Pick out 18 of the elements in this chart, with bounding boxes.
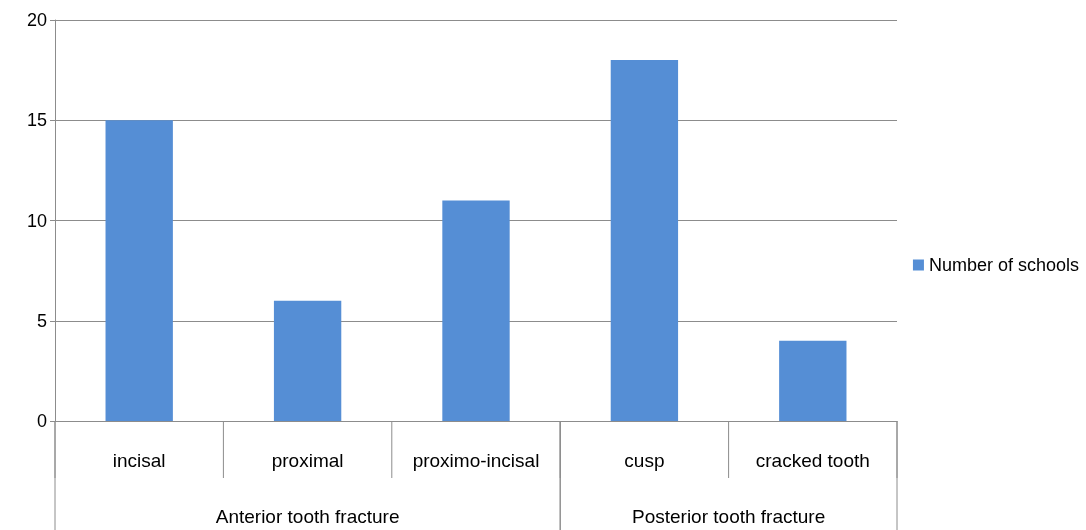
y-tick-label: 15: [26, 110, 47, 131]
x-tick-label: proximal: [271, 450, 344, 471]
x-tick-label: cusp: [624, 450, 665, 471]
y-tick-label: 5: [36, 310, 47, 331]
bar: [610, 60, 679, 421]
legend-label: Number of schools: [928, 255, 1080, 275]
y-tick-label: 10: [26, 210, 47, 231]
bar: [105, 120, 173, 421]
bar: [779, 340, 847, 421]
bar: [273, 300, 342, 421]
bar: [442, 200, 510, 421]
x-tick-label: incisal: [112, 450, 166, 471]
x-tick-label: proximo-incisal: [412, 450, 540, 471]
text: Anterior tooth fracture: [215, 505, 400, 527]
text: Posterior tooth fracture: [631, 505, 826, 527]
x-tick-label: cracked tooth: [755, 450, 870, 471]
y-tick-label: 0: [36, 411, 47, 431]
y-tick-label: 20: [26, 10, 47, 30]
